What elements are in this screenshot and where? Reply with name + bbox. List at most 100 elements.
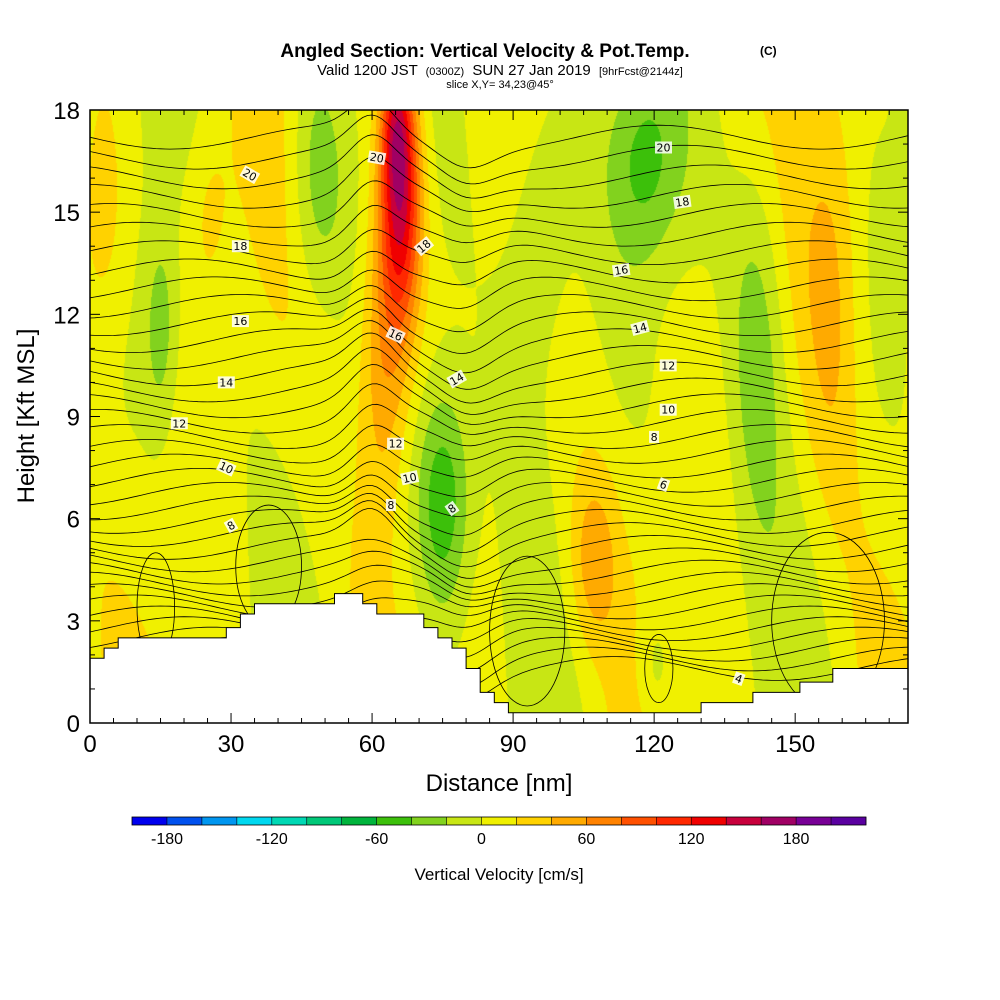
theta-label: 10	[659, 403, 677, 417]
colorbar-swatch	[516, 817, 552, 825]
colorbar-tick-label: -180	[151, 831, 183, 848]
colorbar-label: Vertical Velocity [cm/s]	[414, 865, 583, 884]
colorbar-swatch	[551, 817, 587, 825]
svg-text:10: 10	[402, 470, 418, 486]
theta-closed-isoline	[644, 634, 674, 703]
theta-isoline	[90, 538, 908, 588]
theta-isoline	[90, 364, 908, 425]
theta-label: 6	[656, 477, 671, 492]
colorbar-swatch	[132, 817, 168, 825]
theta-label: 12	[659, 359, 677, 372]
colorbar-tick-label: 60	[578, 831, 596, 848]
theta-label: 8	[385, 499, 396, 512]
colorbar-tick-label: 180	[783, 831, 810, 848]
colorbar: -180 -120 -60 0 60 120 180	[131, 816, 867, 848]
theta-isoline	[90, 269, 908, 309]
colorbar-swatch	[726, 817, 762, 825]
svg-text:18: 18	[675, 195, 691, 210]
x-tick-label: 60	[359, 731, 386, 758]
theta-isoline	[90, 580, 908, 608]
theta-isoline	[90, 250, 908, 286]
slice-info: slice X,Y= 34,23@45°	[446, 79, 554, 91]
theta-isoline	[90, 605, 908, 631]
colorbar-tick-label: 0	[477, 831, 486, 848]
theta-label: 16	[385, 325, 406, 344]
theta-isoline	[90, 474, 908, 517]
y-tick-label: 12	[53, 302, 80, 329]
theta-isoline	[90, 156, 908, 212]
svg-text:12: 12	[172, 417, 186, 430]
colorbar-swatch	[306, 817, 343, 825]
svg-text:20: 20	[240, 166, 259, 184]
x-axis: 0 30 60 90 120 150	[83, 110, 890, 758]
theta-label: 8	[444, 500, 460, 517]
theta-label: 14	[217, 376, 235, 389]
y-tick-label: 6	[67, 507, 80, 534]
theta-isoline	[90, 110, 908, 169]
y-tick-label: 18	[53, 98, 80, 125]
theta-isoline	[90, 114, 908, 185]
theta-isoline	[90, 180, 908, 228]
theta-isoline	[90, 484, 908, 536]
colorbar-swatch	[761, 817, 797, 825]
theta-isoline	[90, 594, 908, 620]
colorbar-swatch	[481, 817, 517, 825]
x-tick-label: 120	[634, 731, 674, 758]
subtitle-date: SUN 27 Jan 2019	[472, 62, 590, 79]
colorbar-swatch	[376, 817, 412, 825]
theta-label: 12	[170, 417, 188, 430]
subtitle-forecast: [9hrFcst@2144z]	[599, 66, 683, 78]
svg-text:14: 14	[219, 376, 233, 389]
colorbar-swatch	[201, 817, 238, 825]
chart-subtitle: Valid 1200 JST (0300Z) SUN 27 Jan 2019 […	[317, 62, 683, 79]
theta-label: 16	[611, 262, 631, 278]
svg-text:12: 12	[661, 359, 675, 372]
chart-title: Angled Section: Vertical Velocity & Pot.…	[280, 41, 689, 62]
theta-isoline	[90, 383, 908, 435]
svg-text:12: 12	[389, 438, 403, 451]
colorbar-swatch	[411, 817, 447, 825]
colorbar-swatch	[621, 817, 657, 825]
colorbar-tick-label: -60	[365, 831, 388, 848]
theta-label: 18	[673, 194, 692, 210]
theta-label: 14	[446, 369, 468, 389]
svg-text:16: 16	[233, 315, 247, 328]
theta-isoline	[90, 508, 908, 579]
theta-label: 20	[239, 165, 261, 184]
svg-text:10: 10	[217, 459, 235, 477]
svg-text:16: 16	[613, 263, 629, 278]
theta-label: 16	[231, 315, 249, 328]
colorbar-swatch	[446, 817, 482, 825]
svg-text:14: 14	[632, 320, 649, 336]
theta-isoline	[90, 204, 908, 247]
theta-isoline	[90, 500, 908, 568]
theta-label: 20	[655, 141, 672, 155]
svg-text:10: 10	[661, 404, 675, 417]
theta-isoline	[90, 424, 908, 464]
y-tick-label: 15	[53, 200, 80, 227]
theta-isoline	[90, 550, 908, 595]
theta-label: 10	[216, 458, 237, 477]
theta-label: 14	[630, 320, 650, 337]
colorbar-swatch	[656, 817, 692, 825]
theta-isoline	[90, 308, 908, 374]
theta-label: 20	[367, 150, 387, 166]
svg-text:14: 14	[448, 370, 467, 388]
colorbar-swatch	[586, 817, 622, 825]
x-tick-label: 150	[775, 731, 815, 758]
colorbar-swatch	[341, 817, 377, 825]
svg-text:8: 8	[387, 499, 394, 512]
svg-text:20: 20	[657, 142, 671, 155]
colorbar-swatch	[831, 817, 867, 825]
theta-isoline	[90, 229, 908, 265]
theta-label: 8	[649, 430, 660, 444]
svg-text:18: 18	[233, 240, 247, 253]
colorbar-swatch	[166, 817, 203, 825]
colorbar-swatch	[236, 817, 273, 825]
theta-label: 8	[223, 517, 239, 533]
theta-label: 4	[732, 671, 746, 686]
y-tick-label: 3	[67, 609, 80, 636]
theta-isoline	[90, 492, 908, 553]
